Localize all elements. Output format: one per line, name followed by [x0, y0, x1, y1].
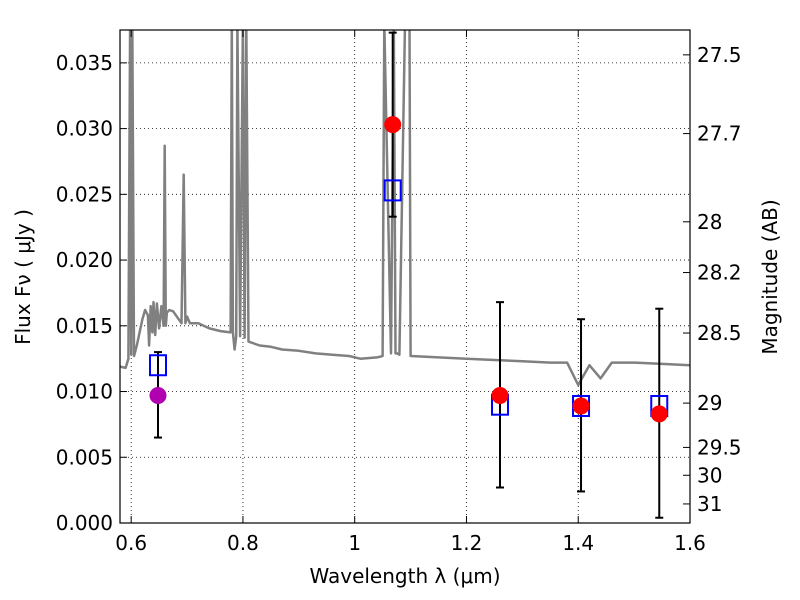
y-tick-label: 0.020 [56, 248, 113, 272]
right-y-tick-label: 29 [697, 391, 722, 415]
right-y-tick-label: 28.2 [697, 261, 742, 285]
x-tick-label: 1.6 [674, 531, 706, 555]
right-y-tick-label: 30 [697, 463, 722, 487]
model-spectrum-line [120, 30, 690, 387]
y-axis-ticks: 0.000 0.005 0.010 0.015 0.020 0.025 0.030 0.035 [56, 51, 127, 535]
optical-flux-point [149, 386, 167, 404]
y-axis-title: Flux Fν ( μJy ) [11, 209, 35, 345]
right-y-axis-title: Magnitude (AB) [758, 199, 782, 354]
model-photometry-square [383, 179, 402, 202]
plot-frame [119, 29, 691, 524]
y-tick-label: 0.005 [56, 445, 113, 469]
right-y-axis-ticks: 27.5 27.7 28 28.2 28.5 29 29.5 30 31 [683, 43, 742, 516]
observed-flux-point [491, 386, 509, 404]
x-tick-label: 1 [348, 531, 361, 555]
x-tick-label: 0.8 [227, 531, 259, 555]
x-axis-title: Wavelength λ (μm) [309, 564, 500, 588]
right-y-tick-label: 27.5 [697, 43, 742, 67]
data-points-group [149, 116, 669, 423]
y-tick-label: 0.030 [56, 117, 113, 141]
right-y-tick-label: 27.7 [697, 122, 742, 146]
observed-flux-point [384, 116, 402, 134]
right-y-tick-label: 31 [697, 492, 722, 516]
right-y-tick-label: 29.5 [697, 435, 742, 459]
observed-flux-point [650, 405, 668, 423]
y-tick-label: 0.010 [56, 380, 113, 404]
plot-background [120, 30, 690, 523]
right-y-tick-label: 28 [697, 210, 722, 234]
observed-flux-point [572, 397, 590, 415]
model-photometry-square [149, 354, 167, 377]
y-tick-label: 0.000 [56, 511, 113, 535]
x-tick-label: 1.2 [451, 531, 483, 555]
x-tick-label: 0.6 [115, 531, 147, 555]
right-y-tick-label: 28.5 [697, 321, 742, 345]
y-tick-label: 0.015 [56, 314, 113, 338]
y-tick-label: 0.035 [56, 51, 113, 75]
model-spectrum-group [120, 30, 690, 387]
x-tick-label: 1.4 [562, 531, 594, 555]
y-tick-label: 0.025 [56, 182, 113, 206]
x-axis-ticks: 0.6 0.8 1 1.2 1.4 1.6 [115, 30, 706, 555]
